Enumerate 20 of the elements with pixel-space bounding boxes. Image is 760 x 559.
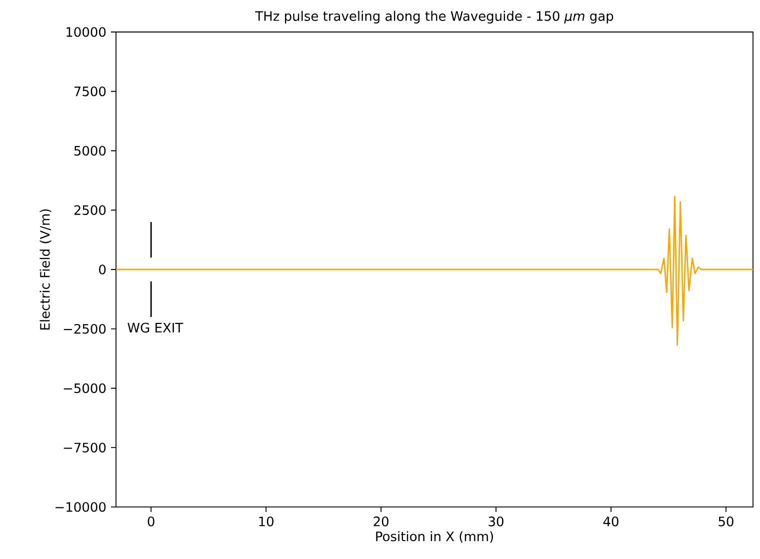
y-tick-label: 0	[99, 264, 106, 274]
y-tick-label: −7500	[64, 442, 106, 453]
line-series	[116, 196, 753, 346]
x-tick-label: 0	[148, 516, 154, 526]
y-tick-label: −5000	[64, 383, 106, 394]
x-tick-label: 30	[488, 516, 504, 526]
y-tick-label: 7500	[74, 86, 106, 96]
y-tick-label: 2500	[74, 205, 106, 216]
y-tick-label: −10000	[56, 502, 106, 512]
y-tick-label: −2500	[64, 324, 106, 334]
y-axis-title: Electric Field (V/m)	[40, 209, 52, 330]
x-tick-label: 40	[603, 516, 618, 526]
y-tick-label: 5000	[74, 146, 106, 156]
x-tick-label: 10	[259, 516, 274, 526]
y-tick-label: 10000	[66, 27, 106, 37]
x-tick-label: 50	[718, 516, 734, 526]
annotation: WG EXIT	[128, 322, 184, 333]
x-axis-title: Position in X (mm)	[376, 531, 493, 543]
x-tick-label: 20	[374, 516, 388, 526]
chart-title: THz pulse traveling along the Waveguide - 150 μm gap	[255, 10, 614, 24]
